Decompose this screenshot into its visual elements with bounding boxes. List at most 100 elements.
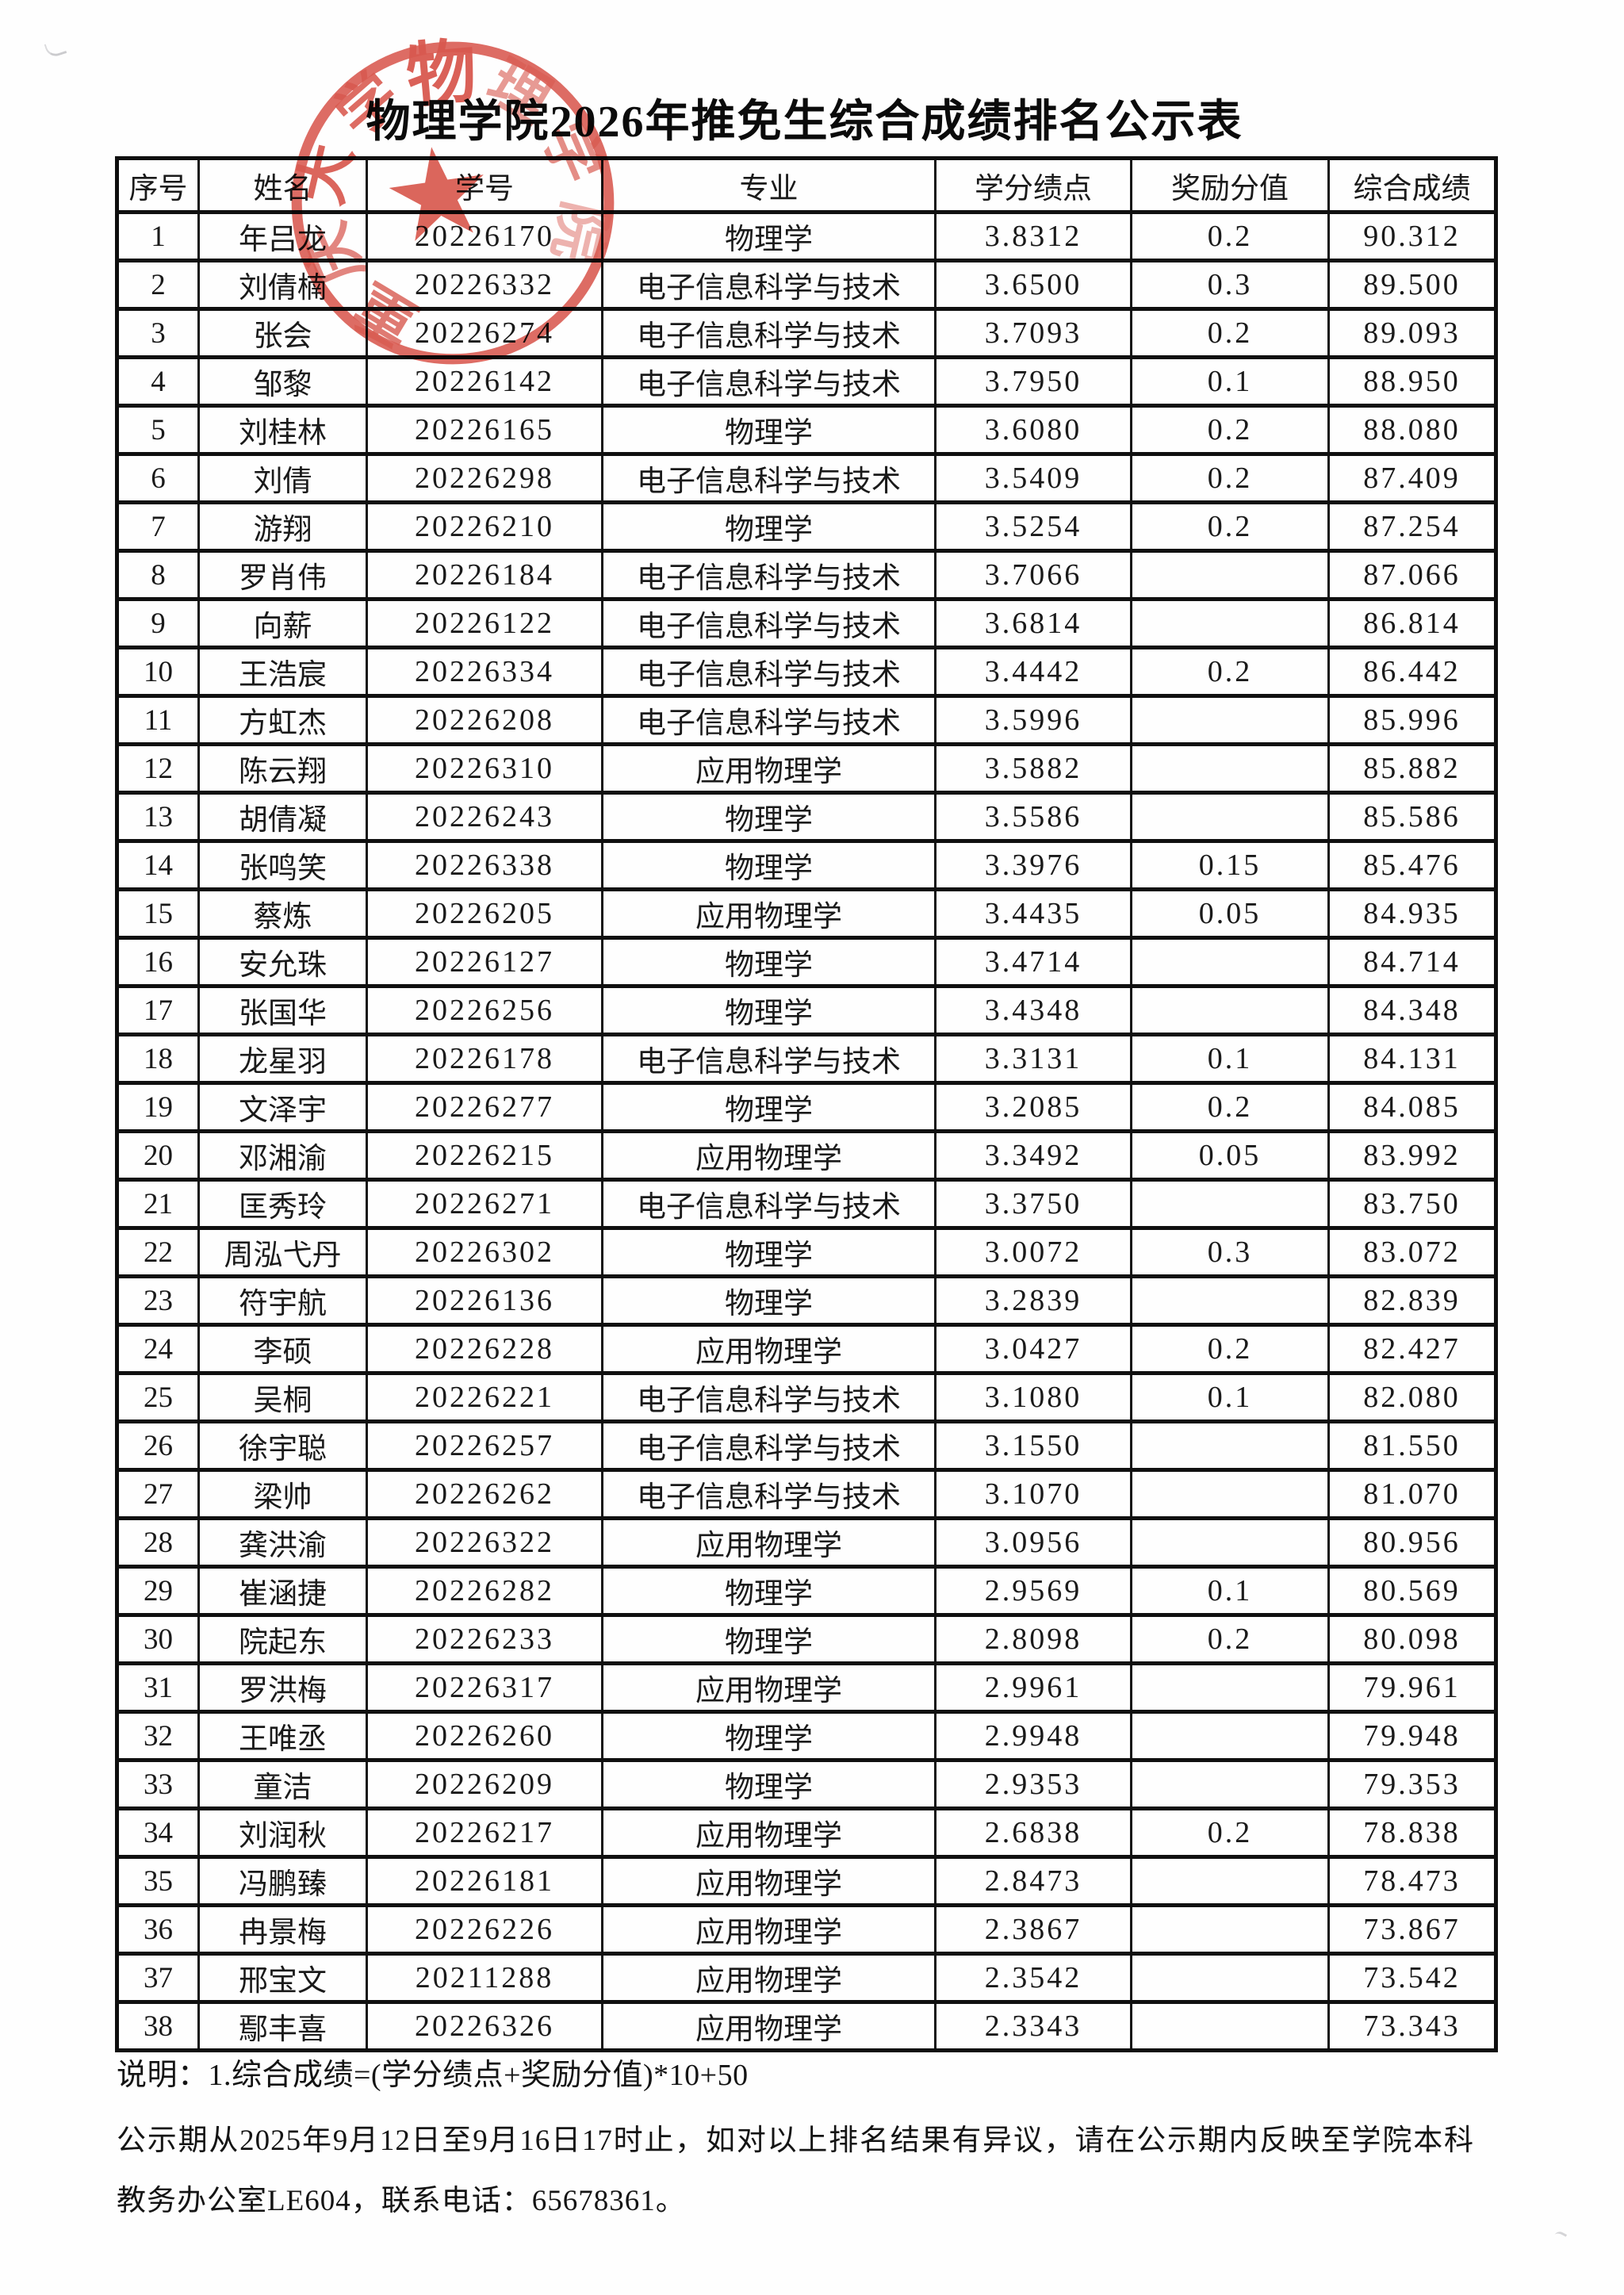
gpa-cell: 3.2839 [934, 1274, 1132, 1325]
major-cell: 应用物理学 [601, 742, 936, 793]
formula-note: 说明：1.综合成绩=(学分绩点+奖励分值)*10+50 [117, 2059, 749, 2092]
gpa-cell: 3.7093 [934, 307, 1132, 358]
gpa-cell: 3.8312 [934, 210, 1132, 261]
gpa-cell: 3.4435 [934, 887, 1132, 938]
bonus-cell [1130, 1758, 1329, 1809]
bonus-cell: 0.15 [1130, 839, 1329, 890]
bonus-cell [1130, 597, 1329, 648]
score-cell: 87.066 [1327, 549, 1496, 600]
rank-cell: 8 [116, 549, 199, 600]
table-row: 28 龚洪渝 20226322 应用物理学 3.0956 80.956 [116, 1516, 1496, 1567]
gpa-cell: 3.3750 [934, 1178, 1132, 1228]
name-cell: 童洁 [197, 1758, 367, 1809]
table-row: 33 童洁 20226209 物理学 2.9353 79.353 [116, 1758, 1496, 1809]
table-row: 4 邹黎 20226142 电子信息科学与技术 3.7950 0.1 88.950 [116, 355, 1496, 406]
table-row: 3 张会 20226274 电子信息科学与技术 3.7093 0.2 89.093 [116, 307, 1496, 358]
table-row: 35 冯鹏臻 20226181 应用物理学 2.8473 78.473 [116, 1855, 1496, 1906]
major-cell: 物理学 [601, 1081, 936, 1132]
rank-cell: 26 [116, 1420, 199, 1470]
table-row: 20 邓湘渝 20226215 应用物理学 3.3492 0.05 83.992 [116, 1129, 1496, 1180]
col-header-score: 综合成绩 [1327, 156, 1496, 213]
publicity-announcement: 公示期从2025年9月12日至9月16日17时止，如对以上排名结果有异议，请在公… [117, 2125, 1474, 2217]
score-cell: 85.476 [1327, 839, 1496, 890]
bonus-cell [1130, 1420, 1329, 1470]
table-row: 27 梁帅 20226262 电子信息科学与技术 3.1070 81.070 [116, 1468, 1496, 1519]
rank-cell: 38 [116, 2000, 199, 2051]
major-cell: 应用物理学 [601, 1516, 936, 1567]
student-id-cell: 20226274 [366, 307, 603, 358]
major-cell: 电子信息科学与技术 [601, 452, 936, 503]
major-cell: 物理学 [601, 791, 936, 841]
student-id-cell: 20226243 [366, 791, 603, 841]
bonus-cell: 0.2 [1130, 1806, 1329, 1857]
gpa-cell: 3.6080 [934, 404, 1132, 454]
major-cell: 电子信息科学与技术 [601, 1420, 936, 1470]
rank-cell: 18 [116, 1033, 199, 1083]
bonus-cell: 0.1 [1130, 1033, 1329, 1083]
name-cell: 刘桂林 [197, 404, 367, 454]
score-cell: 79.948 [1327, 1710, 1496, 1761]
major-cell: 电子信息科学与技术 [601, 549, 936, 600]
gpa-cell: 3.7950 [934, 355, 1132, 406]
table-row: 9 向薪 20226122 电子信息科学与技术 3.6814 86.814 [116, 597, 1496, 648]
rank-cell: 37 [116, 1952, 199, 2002]
rank-cell: 16 [116, 936, 199, 987]
student-id-cell: 20226127 [366, 936, 603, 987]
gpa-cell: 3.2085 [934, 1081, 1132, 1132]
name-cell: 方虹杰 [197, 694, 367, 745]
gpa-cell: 3.7066 [934, 549, 1132, 600]
student-id-cell: 20226282 [366, 1565, 603, 1615]
rank-cell: 31 [116, 1661, 199, 1712]
col-header-bonus: 奖励分值 [1130, 156, 1329, 213]
table-row: 10 王浩宸 20226334 电子信息科学与技术 3.4442 0.2 86.442 [116, 646, 1496, 696]
bonus-cell: 0.2 [1130, 500, 1329, 551]
major-cell: 电子信息科学与技术 [601, 597, 936, 648]
rank-cell: 21 [116, 1178, 199, 1228]
name-cell: 匡秀玲 [197, 1178, 367, 1228]
score-cell: 86.814 [1327, 597, 1496, 648]
score-cell: 79.961 [1327, 1661, 1496, 1712]
score-cell: 83.750 [1327, 1178, 1496, 1228]
table-row: 38 鄢丰喜 20226326 应用物理学 2.3343 73.343 [116, 2000, 1496, 2051]
student-id-cell: 20226210 [366, 500, 603, 551]
page-title: 物理学院2026年推免生综合成绩排名公示表 [366, 98, 1243, 147]
score-cell: 88.950 [1327, 355, 1496, 406]
table-row: 32 王唯丞 20226260 物理学 2.9948 79.948 [116, 1710, 1496, 1761]
bonus-cell [1130, 791, 1329, 841]
gpa-cell: 3.4348 [934, 984, 1132, 1035]
name-cell: 向薪 [197, 597, 367, 648]
bonus-cell: 0.1 [1130, 1565, 1329, 1615]
col-header-student-id: 学号 [366, 156, 603, 213]
gpa-cell: 2.3343 [934, 2000, 1132, 2051]
student-id-cell: 20226262 [366, 1468, 603, 1519]
name-cell: 刘倩楠 [197, 259, 367, 309]
name-cell: 陈云翔 [197, 742, 367, 793]
rank-cell: 29 [116, 1565, 199, 1615]
bonus-cell [1130, 1516, 1329, 1567]
rank-cell: 35 [116, 1855, 199, 1906]
rank-cell: 12 [116, 742, 199, 793]
gpa-cell: 2.3867 [934, 1903, 1132, 1954]
bonus-cell: 0.2 [1130, 1081, 1329, 1132]
name-cell: 胡倩凝 [197, 791, 367, 841]
major-cell: 物理学 [601, 984, 936, 1035]
rank-cell: 33 [116, 1758, 199, 1809]
major-cell: 电子信息科学与技术 [601, 259, 936, 309]
table-row: 29 崔涵捷 20226282 物理学 2.9569 0.1 80.569 [116, 1565, 1496, 1615]
table-body: 1 年吕龙 20226170 物理学 3.8312 0.2 90.312 2 刘倩楠 202263… [116, 210, 1496, 2051]
major-cell: 电子信息科学与技术 [601, 1468, 936, 1519]
student-id-cell: 20226302 [366, 1226, 603, 1277]
score-cell: 84.935 [1327, 887, 1496, 938]
name-cell: 刘润秋 [197, 1806, 367, 1857]
gpa-cell: 2.9569 [934, 1565, 1132, 1615]
score-cell: 83.072 [1327, 1226, 1496, 1277]
name-cell: 龙星羽 [197, 1033, 367, 1083]
gpa-cell: 3.3131 [934, 1033, 1132, 1083]
gpa-cell: 3.4442 [934, 646, 1132, 696]
major-cell: 应用物理学 [601, 1806, 936, 1857]
bonus-cell: 0.2 [1130, 452, 1329, 503]
bonus-cell [1130, 1468, 1329, 1519]
table-row: 37 邢宝文 20211288 应用物理学 2.3542 73.542 [116, 1952, 1496, 2002]
name-cell: 梁帅 [197, 1468, 367, 1519]
score-cell: 81.550 [1327, 1420, 1496, 1470]
